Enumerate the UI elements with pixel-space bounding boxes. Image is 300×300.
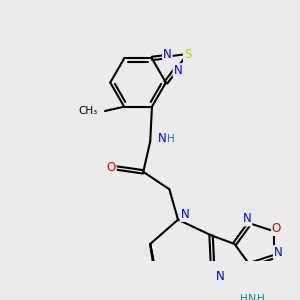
Text: H: H (167, 134, 175, 144)
Text: N: N (248, 294, 256, 300)
Text: O: O (106, 161, 116, 174)
Text: CH₃: CH₃ (79, 106, 98, 116)
Text: N: N (181, 208, 189, 221)
Text: N: N (174, 64, 182, 77)
Text: H: H (257, 294, 265, 300)
Text: N: N (158, 132, 167, 145)
Text: H: H (240, 294, 247, 300)
Text: N: N (274, 246, 283, 259)
Text: N: N (163, 48, 172, 61)
Text: O: O (272, 222, 281, 235)
Text: N: N (215, 270, 224, 283)
Text: S: S (184, 47, 191, 61)
Text: N: N (243, 212, 251, 226)
